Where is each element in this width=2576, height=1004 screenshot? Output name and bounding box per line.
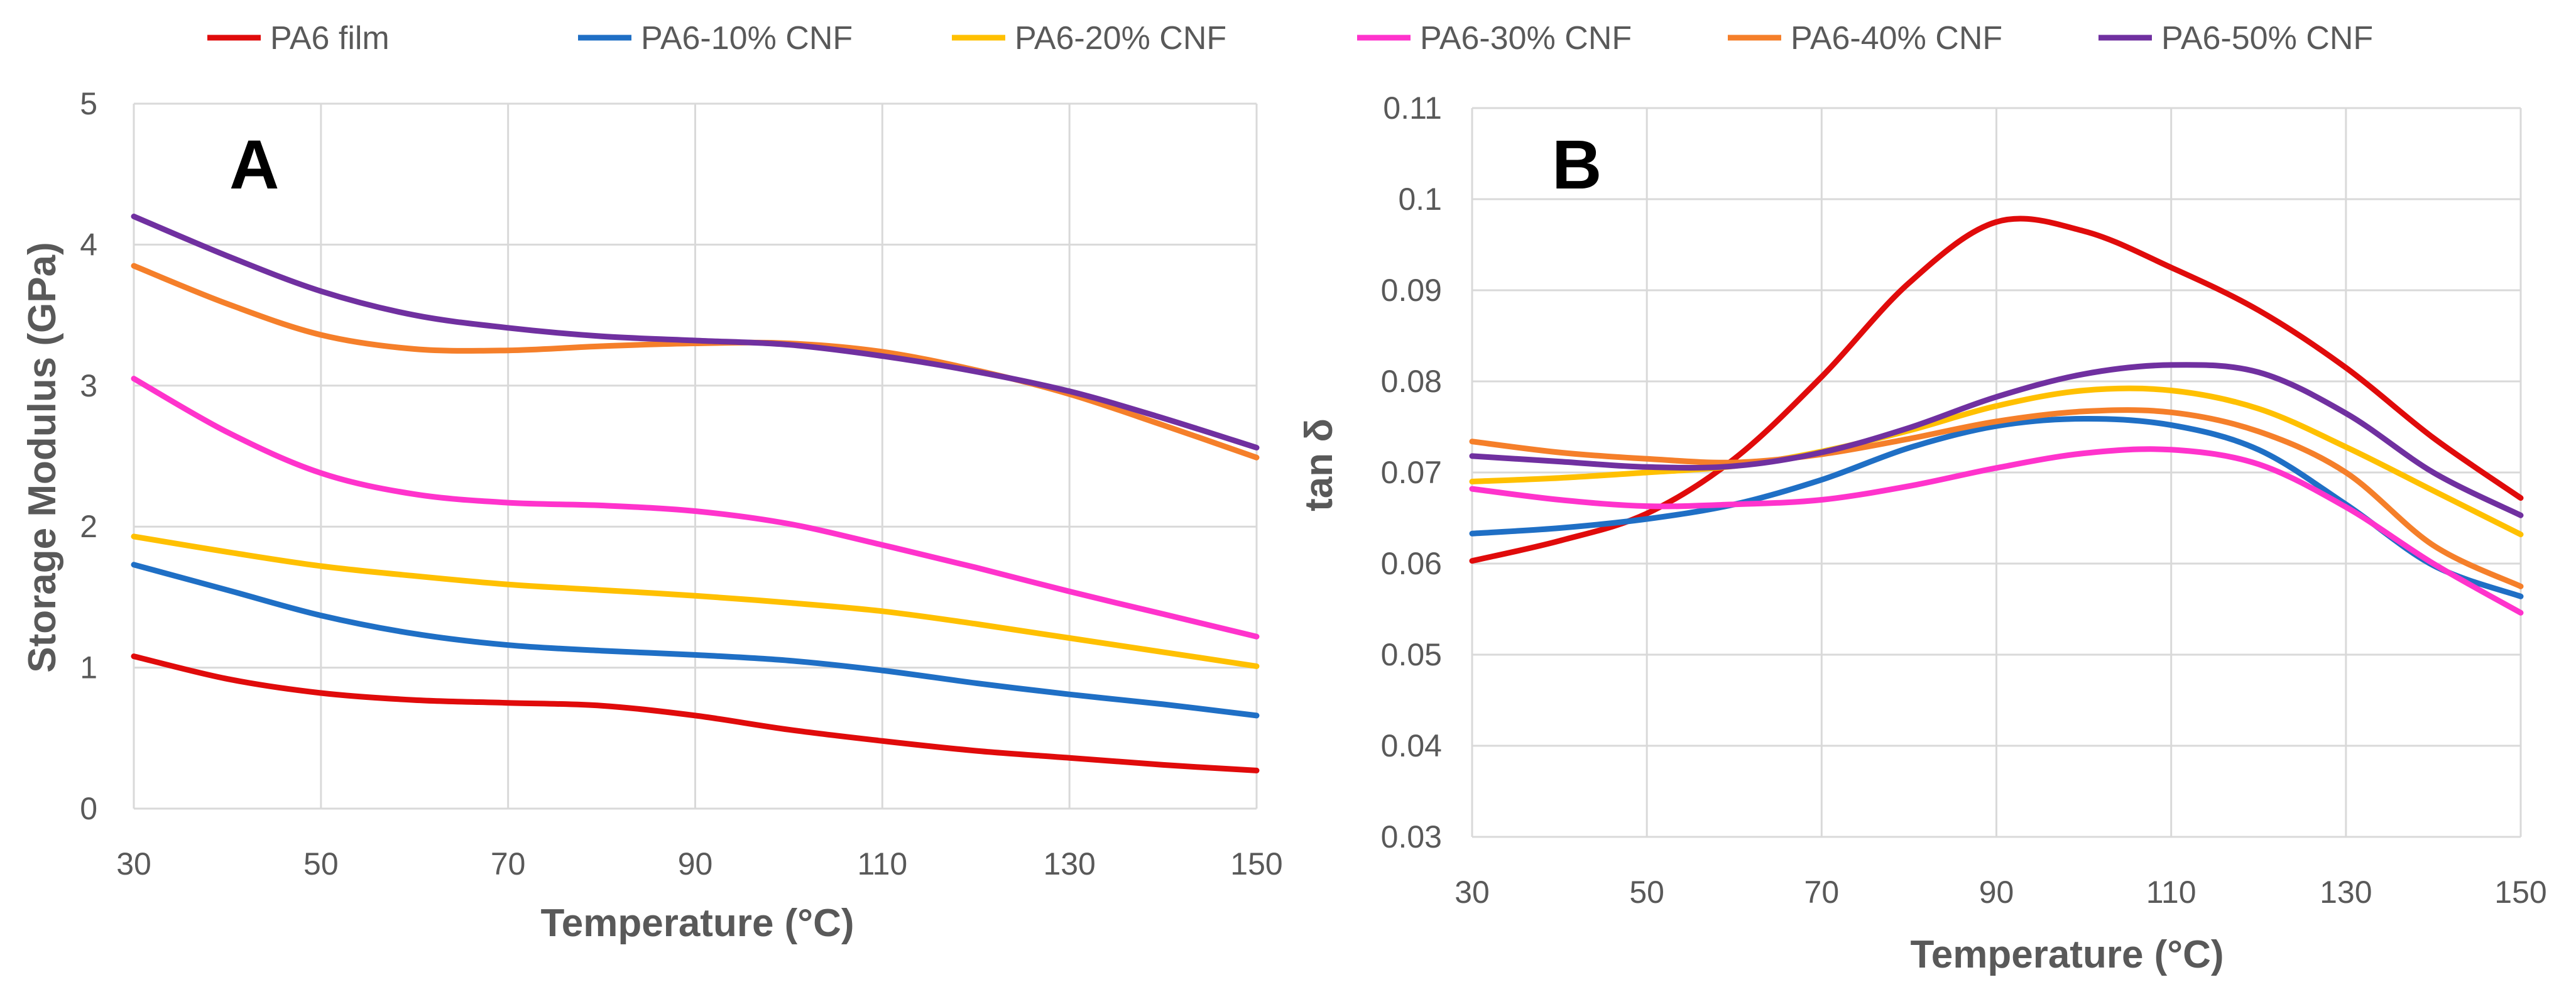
x-tick-label: 50 [1629,875,1664,910]
panel-letter-b: B [1552,126,1602,204]
x-tick-label: 110 [857,846,907,881]
x-tick-label: 90 [678,846,713,881]
legend-item-pa6-film: PA6 film [207,20,390,57]
x-tick-label: 130 [2320,875,2372,910]
legend-label: PA6 film [270,20,390,57]
series-line-pa6-20-cnf [131,533,1260,669]
x-tick-label: 50 [303,846,339,881]
series-line-pa6-40-cnf [1469,407,2524,589]
x-tick-label: 30 [1454,875,1490,910]
panel-letter-a: A [229,126,279,204]
axes-b: 0.03 0.04 0.05 0.06 0.07 0.08 0.09 0.1 0.11 30 50 7… [1381,90,2547,910]
y-tick-label: 4 [80,227,97,262]
y-tick-label: 1 [80,650,97,685]
y-tick-label: 5 [80,86,97,121]
x-tick-label: 70 [491,846,526,881]
y-tick-label: 0.09 [1381,273,1442,308]
series-line-pa6-50-cnf [1469,362,2524,518]
y-axis-title-b: tan δ [1297,418,1341,511]
x-tick-label: 130 [1043,846,1095,881]
x-tick-label: 90 [1979,875,2014,910]
legend: PA6 film PA6-10% CNF PA6-20% CNF PA6-30%… [207,20,2373,57]
series-line-pa6-50-cnf [131,214,1260,450]
x-tick-label: 70 [1804,875,1840,910]
legend-item-pa6-40-cnf: PA6-40% CNF [1728,20,2002,57]
y-tick-label: 0.06 [1381,546,1442,581]
x-tick-label: 150 [1230,846,1282,881]
y-tick-label: 3 [80,368,97,403]
x-axis-title-a: Temperature (°C) [540,902,854,945]
legend-label: PA6-20% CNF [1015,20,1226,57]
series-b [1469,216,2524,616]
series-line-pa6-film [131,653,1260,773]
y-tick-label: 0.05 [1381,637,1442,672]
chart-panel-b: 0.03 0.04 0.05 0.06 0.07 0.08 0.09 0.1 0.11 30 50 7… [1297,90,2547,976]
grid-a [133,102,1258,810]
series-line-pa6-30-cnf [1469,446,2524,616]
y-tick-label: 0.07 [1381,455,1442,490]
y-tick-label: 0 [80,791,97,826]
y-tick-label: 0.11 [1383,90,1442,126]
x-axis-title-b: Temperature (°C) [1910,933,2224,976]
x-tick-label: 150 [2494,875,2546,910]
legend-label: PA6-10% CNF [641,20,853,57]
chart-panel-a: 0 1 2 3 4 5 30 50 70 90 110 130 150 A Temperature (°… [21,86,1283,945]
legend-item-pa6-50-cnf: PA6-50% CNF [2098,20,2373,57]
y-tick-label: 0.08 [1381,364,1442,399]
legend-label: PA6-30% CNF [1420,20,1632,57]
x-tick-label: 30 [116,846,151,881]
legend-item-pa6-20-cnf: PA6-20% CNF [952,20,1226,57]
y-tick-label: 0.04 [1381,728,1442,763]
legend-label: PA6-40% CNF [1791,20,2002,57]
legend-label: PA6-50% CNF [2161,20,2373,57]
y-tick-label: 0.03 [1381,819,1442,854]
series-a [131,214,1260,773]
axes-a: 0 1 2 3 4 5 30 50 70 90 110 130 150 [80,86,1283,881]
y-tick-label: 2 [80,509,97,544]
legend-item-pa6-10-cnf: PA6-10% CNF [578,20,853,57]
legend-item-pa6-30-cnf: PA6-30% CNF [1357,20,1632,57]
series-line-pa6-film [1469,216,2524,564]
series-line-pa6-10-cnf [131,562,1260,719]
series-line-pa6-20-cnf [1469,385,2524,538]
x-tick-label: 110 [2146,875,2197,910]
y-axis-title-a: Storage Modulus (GPa) [21,242,64,672]
y-tick-label: 0.1 [1398,182,1442,217]
series-line-pa6-30-cnf [131,376,1260,640]
